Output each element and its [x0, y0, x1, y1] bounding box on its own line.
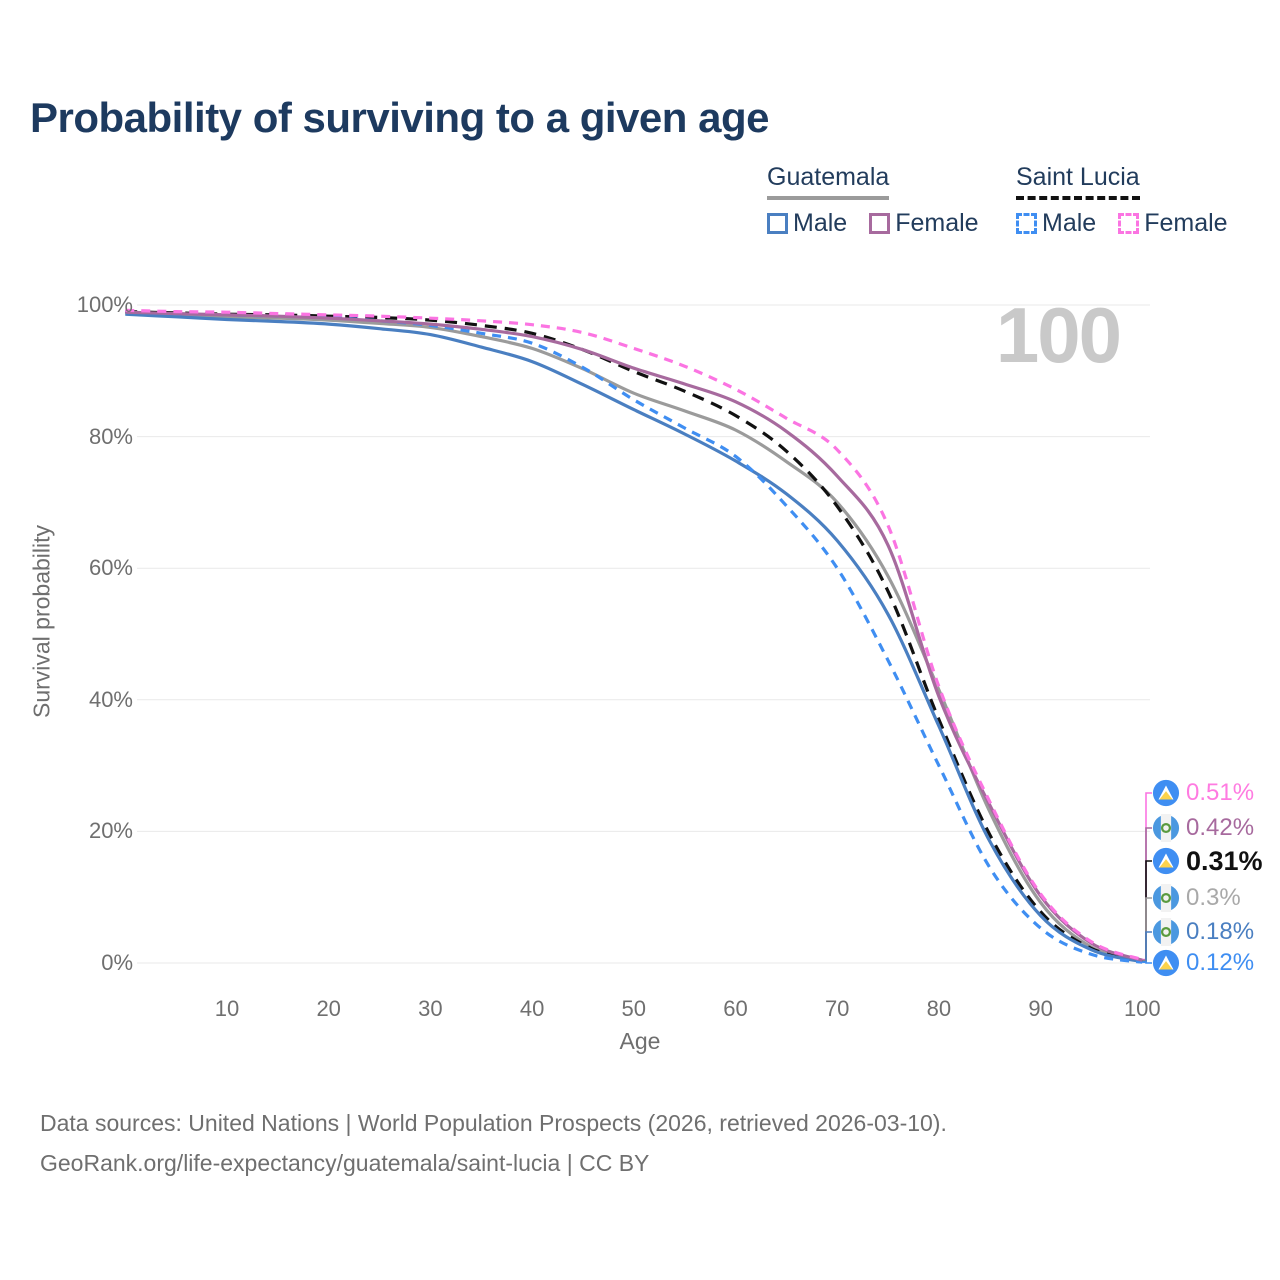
- y-tick-label: 100%: [76, 292, 133, 317]
- y-tick-label: 20%: [88, 818, 133, 844]
- y-tick-label: 0%: [101, 950, 133, 975]
- end-label-connector: [1142, 931, 1152, 963]
- end-label-value: 0.31%: [1186, 845, 1263, 876]
- flag-icon-guatemala: [1152, 918, 1180, 946]
- flag-icon-saint-lucia: [1152, 779, 1180, 807]
- legend-item-guatemala-female[interactable]: Female: [869, 209, 979, 238]
- flag-icon-saint-lucia: [1152, 847, 1180, 875]
- legend-item-label: Male: [1042, 209, 1097, 237]
- legend-heading-guatemala: Guatemala: [767, 163, 890, 200]
- x-tick-label: 30: [418, 996, 443, 1021]
- x-tick-label: 60: [723, 996, 748, 1021]
- end-label-connector: [1142, 792, 1152, 961]
- y-tick-label: 60%: [88, 555, 133, 581]
- end-label-connector: [1142, 860, 1152, 962]
- legend-item-saint-lucia-female[interactable]: Female: [1118, 209, 1228, 238]
- curve-guatemala-total: [125, 311, 1143, 963]
- end-label-value: 0.3%: [1186, 884, 1241, 911]
- legend-swatch-saint-lucia-female: [1118, 213, 1140, 234]
- end-label-connector: [1142, 827, 1152, 961]
- end-label-row-guatemala-total: 0.3%: [1152, 883, 1241, 913]
- y-tick-label: 40%: [88, 686, 133, 712]
- legend-item-guatemala-male[interactable]: Male: [767, 209, 847, 238]
- end-label-connector: [1142, 961, 1152, 964]
- page-title: Probability of surviving to a given age: [30, 94, 769, 141]
- x-tick-label: 70: [824, 996, 850, 1021]
- legend-item-label: Female: [895, 209, 979, 237]
- x-axis-title: Age: [619, 1028, 661, 1054]
- flag-icon-saint-lucia: [1152, 949, 1180, 977]
- y-axis-title: Survival probability: [28, 524, 55, 719]
- end-label-value: 0.18%: [1186, 918, 1255, 945]
- end-label-row-guatemala-female: 0.42%: [1152, 813, 1254, 843]
- end-label-value: 0.12%: [1186, 949, 1255, 976]
- end-label-connector: [1142, 897, 1152, 962]
- y-tick-label: 80%: [88, 423, 133, 449]
- end-label-row-guatemala-male: 0.18%: [1152, 917, 1254, 947]
- end-label-value: 0.51%: [1186, 779, 1255, 806]
- flag-icon-guatemala: [1152, 814, 1180, 842]
- x-tick-label: 20: [316, 996, 341, 1021]
- legend-item-label: Male: [793, 209, 848, 237]
- legend-swatch-guatemala-female: [869, 213, 891, 234]
- x-tick-label: 80: [926, 996, 952, 1021]
- legend-item-saint-lucia-male[interactable]: Male: [1016, 209, 1096, 238]
- curve-guatemala-female: [125, 310, 1143, 962]
- footer-data-sources: Data sources: United Nations | World Pop…: [40, 1110, 947, 1136]
- curve-guatemala-male: [125, 312, 1143, 964]
- legend-group-saint-lucia: Saint Lucia Male Female: [1016, 163, 1250, 238]
- x-tick-label: 40: [519, 996, 545, 1021]
- x-tick-label: 50: [621, 996, 647, 1021]
- curve-saint-lucia-female: [125, 308, 1143, 962]
- legend-swatch-saint-lucia-male: [1016, 213, 1037, 234]
- age-frame-watermark: 100: [995, 291, 1122, 379]
- end-label-row-saint-lucia-female: 0.51%: [1152, 778, 1254, 808]
- legend-item-label: Female: [1144, 209, 1228, 237]
- end-label-row-saint-lucia-male: 0.12%: [1152, 948, 1254, 978]
- end-label-value: 0.42%: [1186, 814, 1255, 841]
- end-label-row-saint-lucia-total: 0.31%: [1152, 846, 1263, 876]
- x-tick-label: 100: [1123, 996, 1161, 1021]
- x-tick-label: 10: [214, 996, 240, 1021]
- x-tick-label: 90: [1028, 996, 1053, 1021]
- legend-swatch-guatemala-male: [767, 213, 788, 234]
- footer-attribution: GeoRank.org/life-expectancy/guatemala/sa…: [40, 1150, 650, 1176]
- legend-group-guatemala: Guatemala Male Female: [767, 163, 1001, 238]
- flag-icon-guatemala: [1152, 884, 1180, 912]
- legend-heading-saint-lucia: Saint Lucia: [1016, 163, 1140, 200]
